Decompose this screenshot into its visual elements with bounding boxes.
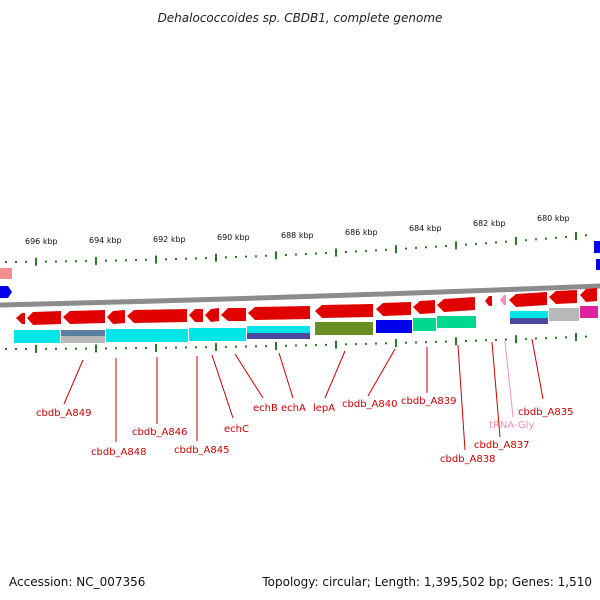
edge-features [0, 241, 600, 298]
gene-label-cbdb-a837[interactable]: cbdb_A837 [474, 440, 529, 451]
map-title: Dehalococcoides sp. CBDB1, complete geno… [158, 11, 443, 25]
gene-label-cbdb-a838[interactable]: cbdb_A838 [440, 454, 495, 465]
gene-arrow-cbdb-a840[interactable] [376, 302, 411, 316]
gene-arrow-cbdb-a835[interactable] [509, 292, 547, 307]
gene-arrow-small-1[interactable] [16, 313, 25, 324]
gene-label-cbdb-a840[interactable]: cbdb_A840 [342, 399, 397, 410]
gene-label-echC[interactable]: echC [224, 424, 249, 435]
gene-label-echA[interactable]: echA [281, 403, 306, 414]
ruler-tick-696: 696 kbp [25, 237, 58, 246]
gene-arrow-cbdb-a845[interactable] [189, 309, 203, 322]
genome-summary: Topology: circular; Length: 1,395,502 bp… [261, 575, 592, 589]
cog-block-5[interactable] [189, 328, 246, 341]
cog-block-4[interactable] [106, 329, 188, 342]
cog-block-10[interactable] [413, 318, 436, 331]
gene-arrow-right-2[interactable] [580, 288, 597, 302]
leader-cbdb-a849 [63, 359, 84, 405]
gene-arrow-cbdb-a837[interactable] [485, 296, 492, 306]
ruler-tick-690: 690 kbp [217, 233, 250, 242]
leader-cbdb-a838 [457, 344, 466, 451]
gc-skew-track-inner [5, 332, 587, 353]
ruler-tick-680: 680 kbp [537, 214, 570, 223]
gene-arrow-cbdb-a839[interactable] [413, 300, 435, 314]
gene-arrow-echC[interactable] [205, 308, 219, 322]
gene-label-lepA[interactable]: lepA [313, 403, 335, 414]
cog-block-3[interactable] [61, 336, 105, 343]
gene-arrow-cbdb-a838[interactable] [437, 297, 475, 312]
gene-label-cbdb-a849[interactable]: cbdb_A849 [36, 408, 91, 419]
gene-arrow-right-1[interactable] [549, 290, 577, 304]
cog-block-7[interactable] [247, 333, 310, 339]
gene-label-cbdb-a845[interactable]: cbdb_A845 [174, 445, 229, 456]
edge-gene-left-blue[interactable] [0, 286, 12, 298]
cog-block-2[interactable] [61, 330, 105, 336]
ruler-tick-694: 694 kbp [89, 236, 122, 245]
leader-echB [234, 353, 264, 399]
edge-gene-right-blue-2[interactable] [596, 259, 600, 270]
cog-block-8[interactable] [315, 322, 373, 335]
ruler-tick-682: 682 kbp [473, 219, 506, 228]
cog-block-11[interactable] [437, 316, 476, 328]
gene-arrow-cbdb-a846[interactable] [127, 309, 187, 323]
edge-gene-left-pink[interactable] [0, 268, 12, 279]
accession-label: Accession: NC_007356 [9, 575, 145, 589]
gene-arrow-echA[interactable] [248, 306, 310, 320]
leader-cbdb-a837 [491, 341, 501, 438]
cog-block-14[interactable] [549, 308, 579, 321]
ruler-tick-684: 684 kbp [409, 224, 442, 233]
cog-block-1[interactable] [14, 330, 60, 343]
leader-trna-gly [504, 340, 514, 418]
cog-block-15[interactable] [580, 306, 598, 318]
gene-track [16, 288, 597, 325]
gene-arrow-small-2[interactable] [107, 310, 125, 324]
ruler-tick-692: 692 kbp [153, 235, 186, 244]
gene-arrow-lepA[interactable] [315, 304, 373, 318]
gene-arrow-cbdb-a849[interactable] [27, 311, 61, 325]
gene-label-cbdb-a846[interactable]: cbdb_A846 [132, 427, 187, 438]
leader-echA [278, 352, 294, 399]
leader-lepA [324, 350, 346, 399]
gene-label-cbdb-a848[interactable]: cbdb_A848 [91, 447, 146, 458]
gene-arrow-trna-gly[interactable] [500, 295, 506, 305]
cog-block-9[interactable] [376, 320, 412, 333]
edge-gene-right-blue-1[interactable] [594, 241, 600, 253]
ruler-tick-686: 686 kbp [345, 228, 378, 237]
gc-skew-track-outer [5, 232, 587, 266]
gene-label-echB[interactable]: echB [253, 403, 278, 414]
kbp-ruler: 696 kbp 694 kbp 692 kbp 690 kbp 688 kbp … [25, 214, 570, 246]
cog-block-6[interactable] [247, 326, 310, 333]
leader-cbdb-a840 [367, 348, 396, 397]
gene-arrow-echB[interactable] [221, 308, 246, 321]
gene-labels: cbdb_A849 cbdb_A848 cbdb_A846 cbdb_A845 … [36, 338, 573, 465]
gene-label-cbdb-a839[interactable]: cbdb_A839 [401, 396, 456, 407]
cog-block-12[interactable] [510, 311, 548, 318]
ruler-tick-688: 688 kbp [281, 231, 314, 240]
leader-cbdb-a835 [531, 338, 544, 400]
cog-category-track [14, 306, 598, 343]
cog-block-13[interactable] [510, 318, 548, 324]
genome-backbone [0, 283, 600, 308]
leader-echC [211, 354, 234, 419]
gene-label-trna-gly[interactable]: tRNA-Gly [489, 420, 534, 431]
gene-arrow-cbdb-a848[interactable] [63, 310, 105, 324]
gene-label-cbdb-a835[interactable]: cbdb_A835 [518, 407, 573, 418]
